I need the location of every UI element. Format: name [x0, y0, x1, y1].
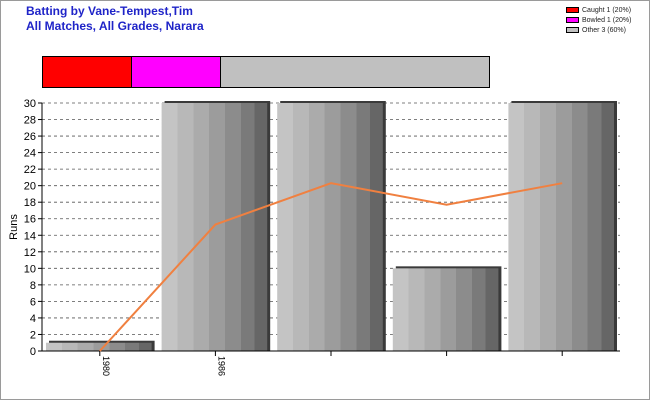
x-tick-label: 1980: [101, 356, 111, 376]
bar: [392, 268, 499, 351]
y-axis-label: Runs: [8, 214, 20, 240]
y-tick-label: 26: [24, 131, 36, 143]
y-tick-label: 24: [24, 148, 36, 160]
y-tick-label: 2: [30, 329, 36, 341]
legend-label-bowled: Bowled 1 (20%): [582, 16, 632, 24]
legend-item-caught: Caught 1 (20%): [566, 5, 631, 15]
dismissal-segment-caught: [43, 57, 133, 87]
dismissal-percentage-bar: [42, 56, 490, 88]
y-tick-label: 4: [30, 313, 36, 325]
bar: [508, 103, 614, 351]
y-tick-label: 6: [30, 296, 36, 308]
dismissal-segment-other: [221, 57, 489, 87]
legend-label-other: Other 3 (60%): [582, 26, 626, 34]
y-tick-label: 30: [24, 98, 36, 110]
y-tick-label: 10: [24, 263, 36, 275]
x-tick-label: 1986: [216, 356, 226, 376]
trend-line: [99, 182, 563, 352]
y-tick-label: 0: [30, 346, 36, 358]
legend-item-other: Other 3 (60%): [566, 25, 631, 35]
legend-label-caught: Caught 1 (20%): [582, 6, 632, 14]
y-tick-label: 12: [24, 247, 36, 259]
legend-swatch-other: [566, 27, 579, 33]
bar: [46, 342, 152, 351]
y-tick-label: 16: [24, 214, 36, 226]
bar: [277, 103, 383, 351]
y-tick-label: 20: [24, 181, 36, 193]
legend-swatch-caught: [566, 7, 579, 13]
y-tick-label: 22: [24, 164, 36, 176]
dismissal-segment-bowled: [132, 57, 222, 87]
legend-item-bowled: Bowled 1 (20%): [566, 15, 631, 25]
legend-swatch-bowled: [566, 17, 579, 23]
chart-title: Batting by Vane-Tempest,Tim: [26, 4, 193, 18]
legend: Caught 1 (20%) Bowled 1 (20%) Other 3 (6…: [566, 5, 631, 35]
y-tick-label: 8: [30, 280, 36, 292]
chart-subtitle: All Matches, All Grades, Narara: [26, 19, 204, 33]
y-tick-label: 14: [24, 230, 36, 242]
y-tick-label: 28: [24, 115, 36, 127]
y-tick-label: 18: [24, 197, 36, 209]
